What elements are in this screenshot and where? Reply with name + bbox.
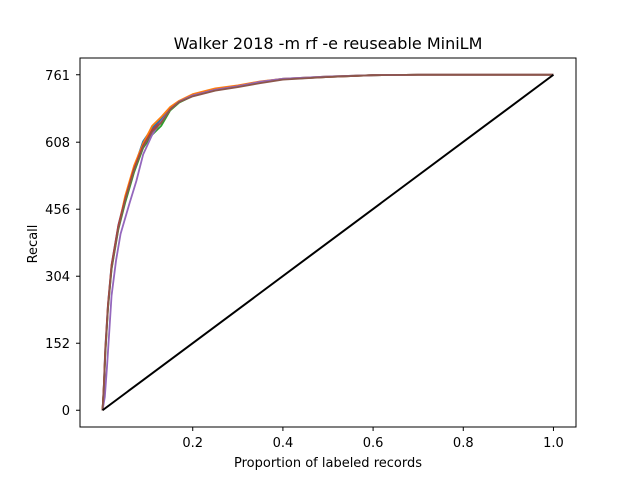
series-line-7 (101, 73, 555, 412)
y-tick-label: 304 (45, 270, 70, 285)
series-line-6 (101, 73, 554, 411)
y-axis-label: Recall (26, 225, 41, 264)
y-tick-label: 152 (45, 337, 70, 352)
x-tick-label: 0.6 (363, 436, 384, 451)
x-tick-label: 0.2 (182, 436, 203, 451)
y-tick-label: 608 (45, 136, 70, 151)
chart-title: Walker 2018 -m rf -e reuseable MiniLM (174, 34, 483, 53)
plot-series-group (101, 73, 555, 412)
x-tick-label: 0.8 (453, 436, 474, 451)
plot-frame (79, 57, 577, 428)
x-axis-label: Proportion of labeled records (234, 456, 422, 471)
x-axis-ticks: 0.2 0.4 0.6 0.8 1.0 (182, 427, 564, 451)
x-tick-label: 1.0 (543, 436, 564, 451)
y-tick-label: 456 (45, 203, 70, 218)
y-tick-label: 761 (45, 69, 70, 84)
y-tick-label: 0 (62, 404, 70, 419)
y-axis-ticks: 0 152 304 456 608 761 (45, 69, 80, 419)
x-tick-label: 0.4 (273, 436, 294, 451)
